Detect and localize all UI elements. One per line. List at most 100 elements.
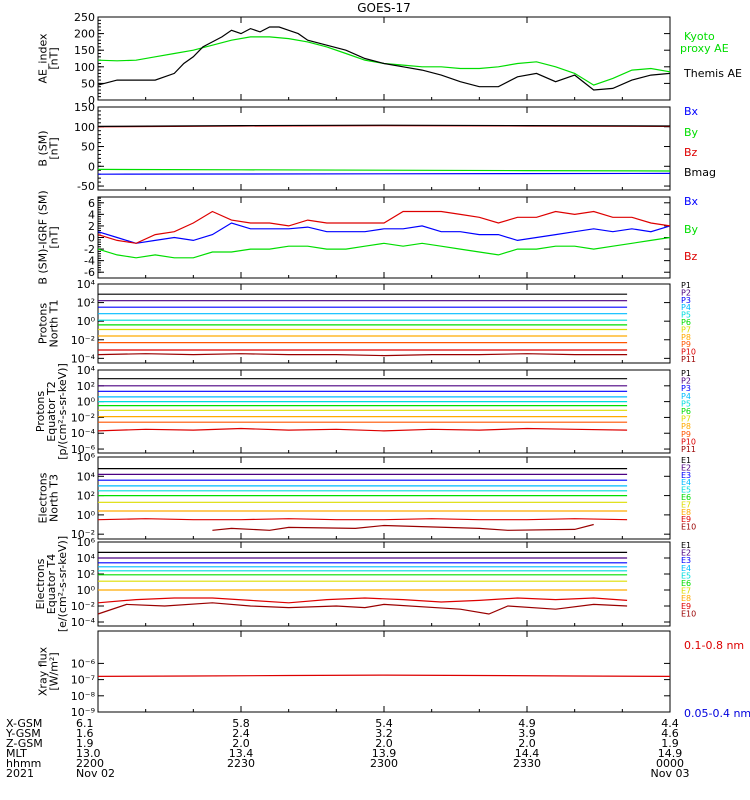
legend-xray-0-05-0-4-nm: 0.05-0.4 nm xyxy=(684,707,750,720)
panel-ae-ytick-label: 0 xyxy=(88,94,95,107)
panel-xray-ylabel: [W/m²] xyxy=(48,652,61,690)
ephem-value: 2.0 xyxy=(375,737,393,750)
legend-pn-p6: P6 xyxy=(681,318,691,327)
ephem-value: 2230 xyxy=(227,757,255,770)
ephem-row-label: Z-GSM xyxy=(6,737,43,750)
ephem-value: 6.1 xyxy=(76,717,94,730)
panel-en-ytick-label: 10⁶ xyxy=(77,451,96,464)
panel-ee-ylabel: Electrons xyxy=(34,558,47,609)
legend-ee-e1: E1 xyxy=(681,541,691,550)
legend-bsm-bx: Bx xyxy=(684,105,699,118)
panel-bsm-ytick-label: 150 xyxy=(74,101,95,114)
panel-en-ylabel: North T3 xyxy=(48,474,61,522)
panel-ae-ylabel: [nT] xyxy=(48,47,61,69)
legend-ee-e10: E10 xyxy=(681,609,696,618)
legend-pe-p2: P2 xyxy=(681,377,691,386)
legend-en-e5: E5 xyxy=(681,486,691,495)
panel-ee-frame xyxy=(97,541,671,627)
ephem-row-label: X-GSM xyxy=(6,717,42,730)
panel-ee-ylabel: [e/(cm²-s-sr-keV)] xyxy=(56,536,69,632)
panel-digrf-ylabel: [nT] xyxy=(48,226,61,248)
panel-xray-ytick-label: 10⁻⁹ xyxy=(71,706,95,719)
panel-digrf-ytick-label: 0 xyxy=(88,232,95,245)
panel-ee-ytick-label: 10⁻² xyxy=(71,600,95,613)
legend-pn-p1: P1 xyxy=(681,281,691,290)
legend-ee-e4: E4 xyxy=(681,564,691,573)
legend-pn-p11: P11 xyxy=(681,355,696,364)
panel-ae-series-kyoto-proxy-ae xyxy=(97,36,671,86)
legend-en-e7: E7 xyxy=(681,500,691,509)
panel-xray-ytick-label: 10⁻⁷ xyxy=(71,674,95,687)
panel-bsm-series-by xyxy=(97,168,671,172)
panel-xray-frame xyxy=(97,630,671,713)
legend-pn-p3: P3 xyxy=(681,296,691,305)
panel-ee-ylabel: Equator T4 xyxy=(45,554,58,614)
legend-pe-p11: P11 xyxy=(681,445,696,454)
panel-en-ytick-label: 10⁻² xyxy=(71,528,95,541)
legend-bsm-bmag: Bmag xyxy=(684,166,716,179)
legend-digrf-bz: Bz xyxy=(684,250,698,263)
panel-ae-frame xyxy=(97,16,671,101)
panel-pn-ylabel: North T1 xyxy=(48,300,61,348)
panel-pe-ytick-label: 10² xyxy=(77,380,95,393)
panel-xray-ytick-label: 10⁻⁸ xyxy=(71,690,96,703)
panel-xray-ylabel: Xray flux xyxy=(37,646,50,696)
legend-en-e1: E1 xyxy=(681,456,691,465)
legend-ee-e8: E8 xyxy=(681,594,691,603)
ephem-value: 13.9 xyxy=(372,747,397,760)
ephem-value: 4.4 xyxy=(661,717,679,730)
legend-ae-kyoto: Kyoto xyxy=(684,30,715,43)
panel-ae-ytick-label: 150 xyxy=(74,44,95,57)
ephem-value: 2200 xyxy=(76,757,104,770)
panel-ee-ytick-label: 10⁴ xyxy=(77,552,96,565)
legend-pe-p7: P7 xyxy=(681,415,691,424)
panel-en-series-e10 xyxy=(212,523,594,531)
legend-pn-p7: P7 xyxy=(681,325,691,334)
panel-pe-series-p10 xyxy=(97,427,628,432)
panel-xray-series-0-1-0-8-nm xyxy=(97,674,671,678)
panel-bsm-ytick-label: 0 xyxy=(88,160,95,173)
legend-pe-p6: P6 xyxy=(681,407,691,416)
ephem-value: 5.8 xyxy=(232,717,250,730)
legend-pe-p9: P9 xyxy=(681,430,691,439)
legend-pn-p5: P5 xyxy=(681,311,691,320)
panel-ae-ylabel: AE_index xyxy=(37,33,50,84)
panel-digrf-ytick-label: -6 xyxy=(84,266,95,279)
panel-ae-ytick-label: 200 xyxy=(74,28,95,41)
legend-pn-p4: P4 xyxy=(681,303,691,312)
legend-pe-p3: P3 xyxy=(681,384,691,393)
ephem-value: 2.4 xyxy=(232,727,250,740)
panel-pn-ytick-label: 10⁴ xyxy=(77,278,96,291)
ephem-row-label: MLT xyxy=(6,747,27,760)
panel-digrf-ytick-label: -4 xyxy=(84,255,95,268)
legend-xray-0-1-0-8-nm: 0.1-0.8 nm xyxy=(684,639,744,652)
legend-pn-p2: P2 xyxy=(681,288,691,297)
panel-bsm-ytick-label: 50 xyxy=(81,141,95,154)
panel-ee-ytick-label: 10² xyxy=(77,568,95,581)
panel-pe-ytick-label: 10⁴ xyxy=(77,364,96,377)
ephem-row-label: Y-GSM xyxy=(5,727,41,740)
legend-bsm-by: By xyxy=(684,126,699,139)
panel-ee-series-e9 xyxy=(97,597,628,604)
panel-ee-ytick-label: 10⁰ xyxy=(77,584,96,597)
panel-en-ylabel: Electrons xyxy=(37,472,50,523)
panel-ae-ytick-label: 100 xyxy=(74,61,95,74)
panel-pe-ytick-label: 10⁻⁶ xyxy=(71,443,96,456)
panel-ee-series-e10 xyxy=(97,602,628,615)
legend-en-e3: E3 xyxy=(681,471,691,480)
ephem-row-label: hhmm xyxy=(6,757,41,770)
legend-en-e2: E2 xyxy=(681,463,691,472)
legend-en-e4: E4 xyxy=(681,478,691,487)
panel-digrf-ytick-label: 4 xyxy=(88,208,95,221)
ephem-value: 14.4 xyxy=(515,747,540,760)
panel-en-series-e9 xyxy=(97,518,628,521)
legend-pe-p8: P8 xyxy=(681,422,691,431)
ephem-value: 1.9 xyxy=(76,737,94,750)
ephem-value: 2300 xyxy=(370,757,398,770)
panel-ae-series-themis-ae xyxy=(97,26,671,91)
panel-ae-ytick-label: 50 xyxy=(81,77,95,90)
legend-en-e8: E8 xyxy=(681,508,691,517)
panel-digrf-frame xyxy=(97,196,671,279)
panel-pn-ylabel: Protons xyxy=(37,303,50,344)
legend-en-e9: E9 xyxy=(681,515,691,524)
